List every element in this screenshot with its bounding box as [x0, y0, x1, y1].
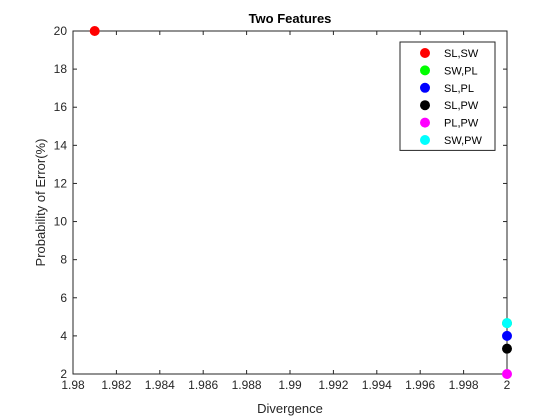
y-tick-label: 2: [60, 367, 67, 381]
data-point-sl-sw: [89, 26, 100, 36]
y-tick-label: 20: [54, 24, 68, 38]
legend-marker: [420, 48, 430, 58]
x-tick-label: 1.992: [318, 378, 348, 392]
legend-marker: [420, 117, 430, 128]
y-tick-label: 18: [54, 62, 68, 76]
x-tick-label: 1.994: [362, 378, 392, 392]
legend-marker: [420, 65, 430, 76]
legend-marker: [420, 100, 430, 111]
x-tick-label: 2: [504, 378, 511, 392]
x-tick-label: 1.984: [145, 378, 175, 392]
legend: SL,SW SW,PL SL,PL SL,PW PL,PW SW,PW: [399, 41, 496, 151]
x-axis-label: Divergence: [257, 401, 323, 416]
legend-label: SW,PL: [444, 65, 478, 77]
legend-label: SL,SW: [444, 48, 479, 60]
y-axis-label: Probability of Error(%): [33, 139, 48, 267]
tick-labels: 1.98 1.982 1.984 1.986 1.988 1.99 1.992 1.994 1.…: [54, 24, 511, 392]
y-tick-label: 14: [54, 138, 68, 152]
y-tick-label: 8: [60, 253, 67, 267]
y-tick-label: 4: [60, 329, 67, 343]
y-tick-label: 16: [54, 100, 68, 114]
x-tick-label: 1.982: [101, 378, 131, 392]
x-tick-label: 1.988: [232, 378, 262, 392]
x-tick-label: 1.986: [188, 378, 218, 392]
x-tick-label: 1.996: [405, 378, 435, 392]
x-tick-label: 1.998: [449, 378, 479, 392]
legend-label: SL,PW: [444, 100, 479, 112]
legend-marker: [420, 135, 430, 145]
legend-label: SL,PL: [444, 83, 474, 95]
y-tick-label: 10: [54, 215, 68, 229]
axes-box: [72, 30, 508, 375]
y-tick-label: 12: [54, 176, 68, 190]
data-point-sl-pw: [502, 343, 512, 354]
legend-marker: [420, 82, 430, 93]
x-tick-label: 1.98: [61, 378, 85, 392]
legend-label: SW,PW: [444, 135, 483, 147]
legend-box: [399, 41, 496, 151]
data-markers: [89, 26, 512, 379]
chart-title: Two Features: [249, 11, 332, 26]
y-tick-label: 6: [60, 291, 67, 305]
data-point-sl-pl: [502, 330, 512, 341]
data-point-pl-pw: [502, 369, 512, 379]
x-tick-label: 1.99: [278, 378, 302, 392]
data-point-sw-pw: [502, 318, 512, 329]
legend-label: PL,PW: [444, 118, 479, 130]
